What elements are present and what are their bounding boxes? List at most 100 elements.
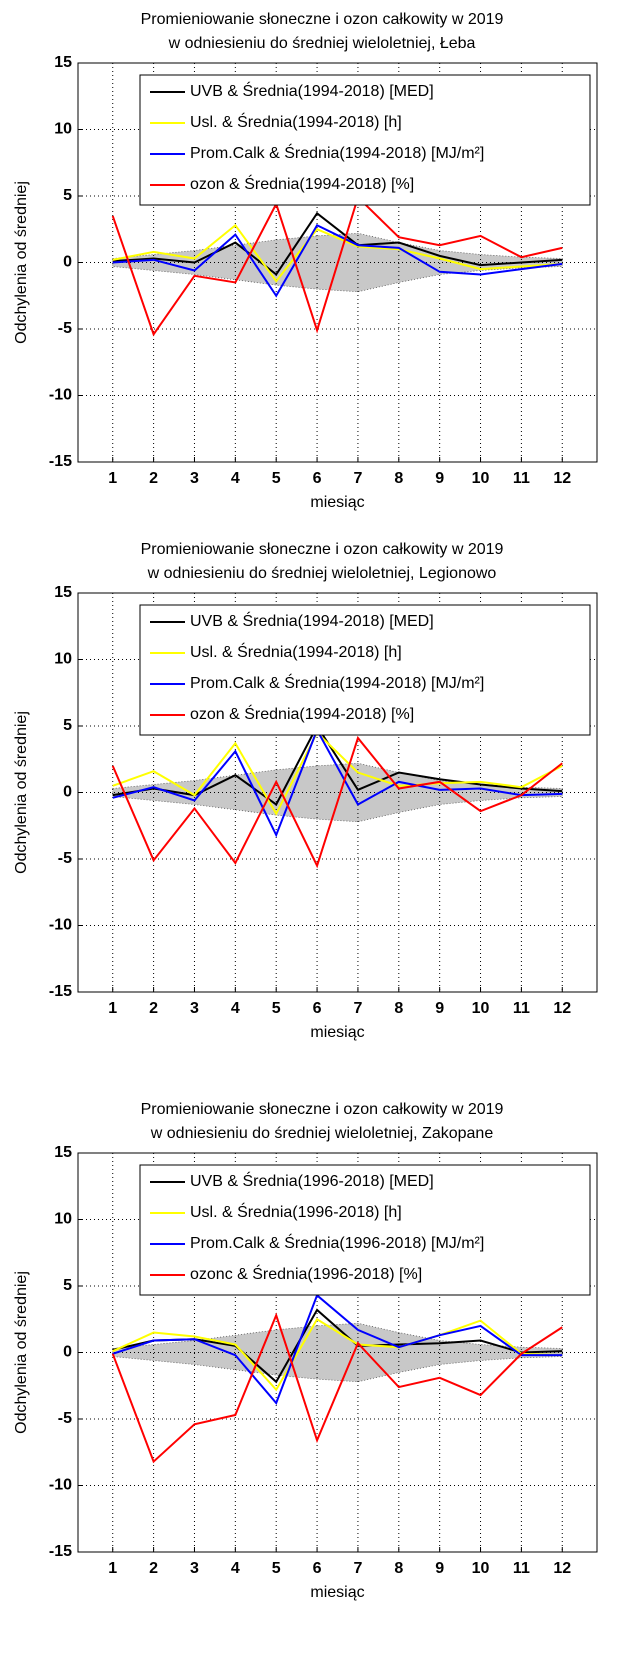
- x-tick-label: 6: [313, 1000, 322, 1017]
- series-line: [112, 730, 563, 816]
- x-tick-label: 6: [313, 470, 322, 487]
- legend-box: [139, 1164, 591, 1296]
- y-tick-label: -15: [49, 453, 72, 470]
- x-tick-label: 2: [149, 1000, 158, 1017]
- x-axis-label: miesiąc: [310, 1024, 364, 1041]
- x-tick-label: 5: [272, 470, 281, 487]
- chart-panel: Promieniowanie słoneczne i ozon całkowit…: [13, 1101, 598, 1601]
- std-band: [112, 762, 563, 823]
- series-line: [112, 1317, 563, 1392]
- y-tick-label: 0: [63, 1344, 72, 1361]
- chart-title: Promieniowanie słoneczne i ozon całkowit…: [141, 1101, 504, 1118]
- legend-label: Prom.Calk & Średnia(1996-2018) [MJ/m²]: [190, 1233, 484, 1252]
- chart-subtitle: w odniesieniu do średniej wieloletniej, …: [168, 35, 476, 52]
- x-tick-label: 5: [272, 1000, 281, 1017]
- y-tick-label: -5: [58, 1410, 72, 1427]
- y-tick-label: 0: [63, 254, 72, 271]
- y-axis-label: Odchylenia od średniej: [13, 1271, 30, 1434]
- y-tick-label: 5: [63, 187, 72, 204]
- chart-subtitle: w odniesieniu do średniej wieloletniej, …: [150, 1125, 494, 1142]
- legend-box: [139, 74, 591, 206]
- plot-frame: [77, 1152, 598, 1553]
- chart-title: Promieniowanie słoneczne i ozon całkowit…: [141, 11, 504, 28]
- y-tick-label: -15: [49, 1543, 72, 1560]
- y-tick-label: -5: [58, 850, 72, 867]
- x-tick-label: 2: [149, 1560, 158, 1577]
- x-tick-label: 9: [435, 1000, 444, 1017]
- series-line: [111, 195, 563, 337]
- x-tick-label: 10: [472, 1000, 490, 1017]
- x-tick-label: 1: [108, 470, 117, 487]
- y-tick-label: 15: [54, 1144, 72, 1161]
- chart-panel: Promieniowanie słoneczne i ozon całkowit…: [13, 11, 598, 511]
- x-tick-label: 8: [394, 1560, 403, 1577]
- x-tick-label: 1: [108, 1000, 117, 1017]
- legend-label: ozon & Średnia(1994-2018) [%]: [190, 704, 414, 723]
- series-line: [111, 735, 563, 869]
- chart-subtitle: w odniesieniu do średniej wieloletniej, …: [147, 565, 497, 582]
- x-tick-label: 11: [513, 470, 530, 487]
- y-tick-label: -5: [58, 320, 72, 337]
- std-band: [112, 1322, 563, 1383]
- x-tick-label: 12: [553, 1000, 571, 1017]
- legend-label: ozonc & Średnia(1996-2018) [%]: [190, 1264, 422, 1283]
- legend-label: Prom.Calk & Średnia(1994-2018) [MJ/m²]: [190, 673, 484, 692]
- y-tick-label: 5: [63, 717, 72, 734]
- y-tick-label: 15: [54, 584, 72, 601]
- x-tick-label: 12: [553, 470, 571, 487]
- x-axis-label: miesiąc: [310, 1584, 364, 1601]
- y-tick-label: 0: [63, 784, 72, 801]
- series-line: [112, 724, 563, 806]
- x-tick-label: 11: [513, 1560, 530, 1577]
- x-tick-label: 3: [190, 470, 199, 487]
- y-tick-label: -10: [49, 917, 72, 934]
- x-tick-label: 10: [472, 470, 490, 487]
- legend-label: UVB & Średnia(1994-2018) [MED]: [190, 611, 434, 630]
- x-tick-label: 6: [313, 1560, 322, 1577]
- x-tick-label: 7: [353, 1000, 362, 1017]
- y-tick-label: 10: [54, 1211, 72, 1228]
- series-line: [112, 727, 563, 838]
- legend-label: Prom.Calk & Średnia(1994-2018) [MJ/m²]: [190, 143, 484, 162]
- legend-box: [139, 604, 591, 736]
- x-tick-label: 8: [394, 470, 403, 487]
- x-tick-label: 7: [353, 1560, 362, 1577]
- x-tick-label: 4: [231, 1000, 240, 1017]
- legend-label: Usl. & Średnia(1994-2018) [h]: [190, 112, 402, 131]
- chart-panel: Promieniowanie słoneczne i ozon całkowit…: [13, 541, 598, 1041]
- y-tick-label: 10: [54, 121, 72, 138]
- y-tick-label: -10: [49, 387, 72, 404]
- x-tick-label: 9: [435, 1560, 444, 1577]
- x-tick-label: 4: [231, 1560, 240, 1577]
- x-tick-label: 5: [272, 1560, 281, 1577]
- legend-label: UVB & Średnia(1996-2018) [MED]: [190, 1171, 434, 1190]
- series-line: [112, 1293, 563, 1405]
- x-tick-label: 4: [231, 470, 240, 487]
- x-tick-label: 10: [472, 1560, 490, 1577]
- series-line: [112, 223, 563, 283]
- x-tick-label: 1: [108, 1560, 117, 1577]
- y-tick-label: -10: [49, 1477, 72, 1494]
- x-tick-label: 7: [353, 470, 362, 487]
- y-tick-label: 10: [54, 651, 72, 668]
- x-tick-label: 9: [435, 470, 444, 487]
- series-line: [111, 1312, 563, 1464]
- x-tick-label: 11: [513, 1000, 530, 1017]
- x-tick-label: 8: [394, 1000, 403, 1017]
- x-tick-label: 2: [149, 470, 158, 487]
- x-axis-label: miesiąc: [310, 494, 364, 511]
- legend-label: Usl. & Średnia(1994-2018) [h]: [190, 642, 402, 661]
- legend-label: Usl. & Średnia(1996-2018) [h]: [190, 1202, 402, 1221]
- y-tick-label: -15: [49, 983, 72, 1000]
- y-axis-label: Odchylenia od średniej: [13, 181, 30, 344]
- chart-title: Promieniowanie słoneczne i ozon całkowit…: [141, 541, 504, 558]
- x-tick-label: 3: [190, 1560, 199, 1577]
- x-tick-label: 3: [190, 1000, 199, 1017]
- legend-label: ozon & Średnia(1994-2018) [%]: [190, 174, 414, 193]
- y-axis-label: Odchylenia od średniej: [13, 711, 30, 874]
- y-tick-label: 5: [63, 1277, 72, 1294]
- x-tick-label: 12: [553, 1560, 571, 1577]
- y-tick-label: 15: [54, 54, 72, 71]
- series-line: [112, 211, 563, 276]
